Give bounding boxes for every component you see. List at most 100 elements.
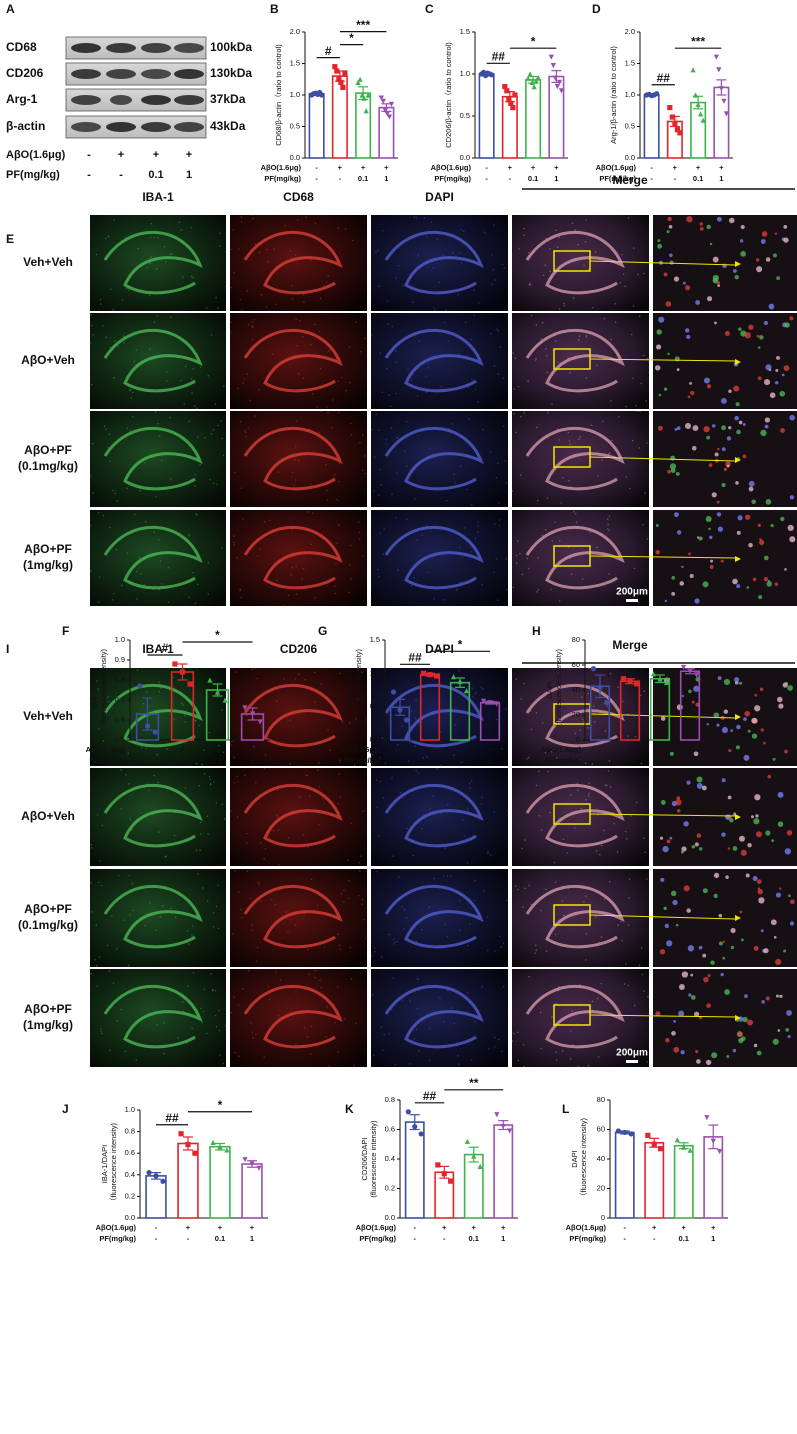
speckle	[229, 810, 232, 812]
data-point	[677, 130, 683, 136]
speckle	[127, 289, 130, 291]
speckle	[301, 336, 304, 338]
cell	[655, 344, 662, 350]
speckle	[212, 925, 215, 928]
speckle	[260, 900, 263, 902]
y-tick-label: 0.6	[125, 1148, 135, 1157]
speckle	[319, 297, 322, 300]
speckle	[139, 489, 141, 492]
speckle	[190, 378, 193, 380]
speckle	[466, 862, 469, 864]
speckle	[415, 769, 417, 772]
speckle	[153, 531, 156, 533]
speckle	[506, 899, 508, 902]
cell	[663, 387, 668, 391]
data-point	[590, 666, 597, 672]
speckle	[222, 1062, 224, 1065]
speckle	[493, 365, 496, 368]
speckle	[463, 527, 466, 529]
speckle	[383, 528, 385, 530]
data-point	[214, 689, 221, 695]
speckle	[477, 531, 479, 534]
cell	[723, 678, 731, 686]
speckle	[180, 241, 183, 243]
speckle	[225, 313, 227, 316]
cell	[789, 899, 795, 905]
speckle	[322, 797, 324, 800]
cell	[764, 417, 771, 423]
speckle	[617, 686, 620, 689]
speckle	[206, 1032, 208, 1035]
data-point	[502, 84, 508, 90]
speckle	[165, 855, 168, 857]
speckle	[275, 971, 277, 973]
speckle	[165, 379, 168, 382]
significance-label: #	[162, 641, 169, 655]
speckle	[233, 535, 235, 537]
speckle	[232, 933, 234, 935]
speckle	[338, 462, 341, 465]
cell	[753, 1043, 758, 1048]
speckle	[554, 933, 557, 936]
speckle	[394, 350, 397, 353]
speckle	[643, 690, 645, 692]
speckle	[283, 677, 285, 680]
speckle	[186, 1042, 188, 1044]
speckle	[160, 583, 163, 585]
speckle	[129, 429, 131, 432]
cell	[733, 269, 737, 273]
speckle	[450, 1007, 453, 1009]
speckle	[271, 353, 274, 356]
speckle	[361, 469, 364, 472]
speckle	[158, 435, 161, 438]
cell	[690, 973, 694, 977]
speckle	[263, 767, 266, 770]
cell	[732, 1048, 737, 1053]
speckle	[272, 830, 275, 832]
cell	[682, 281, 686, 285]
column-header: DAPI	[425, 642, 454, 656]
cell	[783, 949, 787, 953]
speckle	[196, 513, 198, 516]
x-row-value: +	[719, 163, 724, 172]
speckle	[277, 471, 280, 473]
x-row-label: AβO(1.6μg)	[261, 163, 302, 172]
speckle	[256, 946, 259, 949]
speckle	[236, 816, 239, 818]
cell	[763, 741, 766, 745]
speckle	[581, 696, 583, 698]
speckle	[343, 1017, 346, 1020]
speckle	[361, 898, 364, 901]
x-row-value: -	[485, 163, 488, 172]
cell	[692, 425, 699, 432]
speckle	[545, 950, 548, 952]
speckle	[230, 1011, 233, 1014]
speckle	[114, 340, 116, 343]
speckle	[577, 243, 579, 246]
cell	[705, 516, 712, 522]
speckle	[195, 762, 198, 765]
data-point	[718, 86, 724, 92]
speckle	[425, 525, 428, 527]
speckle	[230, 744, 233, 747]
speckle	[303, 1027, 306, 1029]
speckle	[297, 459, 300, 462]
speckle	[181, 276, 184, 278]
size-label: 130kDa	[210, 66, 252, 80]
cell	[694, 598, 700, 604]
data-point	[512, 92, 518, 98]
cell	[723, 709, 729, 714]
speckle	[153, 774, 155, 777]
speckle	[394, 941, 397, 944]
cell	[771, 839, 775, 843]
speckle	[498, 502, 500, 504]
speckle	[337, 227, 340, 229]
cell	[754, 794, 761, 801]
speckle	[557, 671, 560, 674]
speckle	[440, 385, 443, 388]
speckle	[471, 378, 473, 381]
cell	[759, 335, 764, 340]
cell	[780, 428, 785, 433]
cell	[789, 495, 795, 500]
data-point	[622, 1129, 628, 1136]
